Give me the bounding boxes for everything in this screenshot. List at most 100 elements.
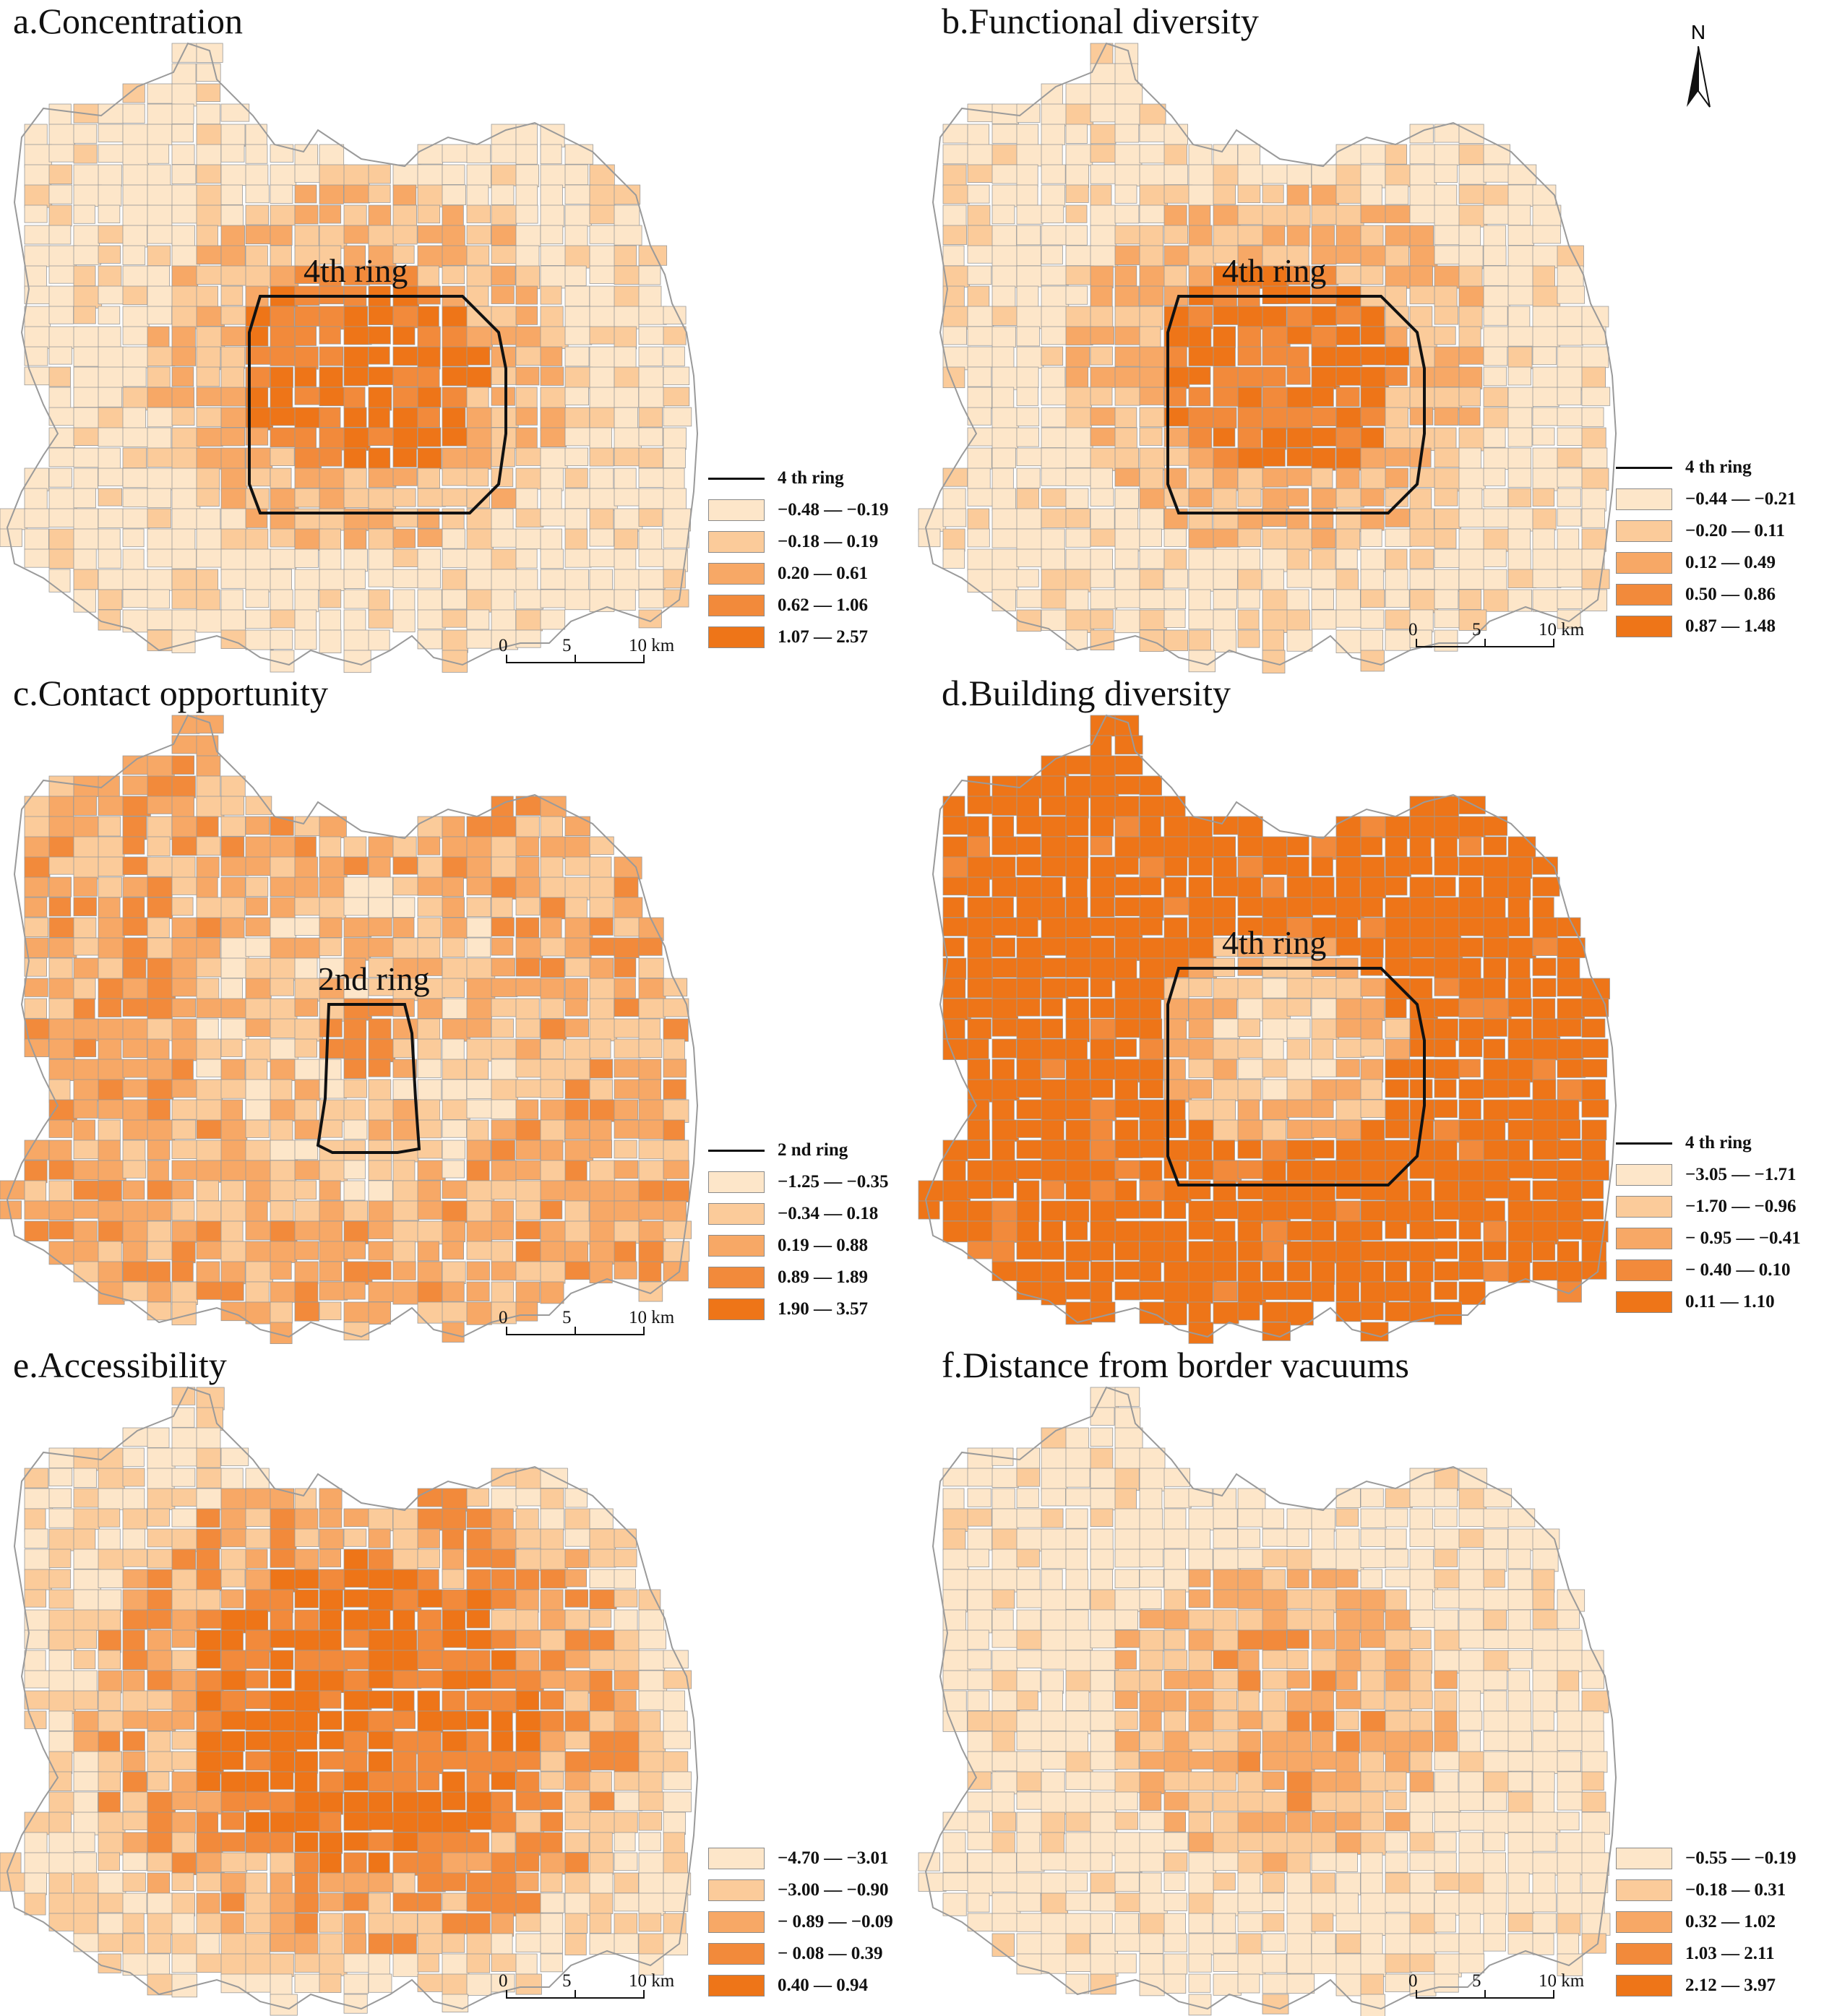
legend-swatch <box>1616 1911 1672 1933</box>
district-polygon <box>319 937 342 957</box>
district-polygon <box>1360 1119 1385 1141</box>
district-polygon <box>991 144 1020 165</box>
legend-label: 0.87 — 1.48 <box>1685 616 1776 636</box>
district-polygon <box>1360 816 1389 839</box>
district-polygon <box>1458 1690 1481 1714</box>
district-polygon <box>245 1852 267 1871</box>
district-polygon <box>515 407 538 426</box>
district-polygon <box>589 407 615 428</box>
district-polygon <box>1286 346 1309 369</box>
district-polygon <box>614 1832 636 1852</box>
district-polygon <box>1483 1488 1513 1508</box>
district-polygon <box>1016 1038 1042 1060</box>
district-polygon <box>1139 1852 1164 1872</box>
district-polygon <box>589 1180 618 1204</box>
district-polygon <box>1458 1892 1486 1915</box>
district-polygon <box>589 937 617 956</box>
district-polygon <box>1483 245 1507 266</box>
district-polygon <box>245 917 274 936</box>
district-polygon <box>122 184 150 206</box>
district-polygon <box>319 1812 342 1832</box>
district-polygon <box>564 1771 592 1791</box>
district-polygon <box>294 1670 320 1694</box>
district-polygon <box>122 1771 147 1795</box>
district-polygon <box>564 164 589 186</box>
district-polygon <box>638 1832 661 1851</box>
district-polygon <box>392 1913 418 1937</box>
district-polygon <box>1041 1038 1067 1061</box>
district-polygon <box>1139 144 1168 164</box>
district-polygon <box>171 164 197 185</box>
district-polygon <box>1237 1281 1266 1306</box>
district-polygon <box>1434 957 1460 980</box>
district-polygon <box>1335 447 1364 471</box>
district-polygon <box>343 1650 370 1670</box>
district-polygon <box>1139 245 1164 268</box>
district-polygon <box>1311 1140 1335 1159</box>
district-polygon <box>1090 856 1117 880</box>
district-polygon <box>1016 1488 1039 1508</box>
district-polygon <box>245 876 269 897</box>
district-polygon <box>294 589 319 613</box>
district-polygon <box>1409 1180 1432 1204</box>
district-polygon <box>1188 917 1213 941</box>
district-polygon <box>1090 184 1112 207</box>
district-polygon <box>368 1690 393 1709</box>
district-polygon <box>442 609 468 628</box>
district-polygon <box>1458 1953 1485 1973</box>
district-polygon <box>1262 1913 1285 1932</box>
district-polygon <box>1409 876 1434 898</box>
district-polygon <box>491 1079 518 1101</box>
district-polygon <box>466 1180 495 1202</box>
district-polygon <box>1581 1791 1606 1812</box>
district-polygon <box>1557 1629 1583 1652</box>
district-polygon <box>1090 468 1113 492</box>
district-polygon <box>24 1220 49 1242</box>
district-polygon <box>392 245 415 264</box>
district-polygon <box>1286 1832 1315 1853</box>
district-polygon <box>1434 1241 1458 1259</box>
district-polygon <box>442 1059 467 1080</box>
district-polygon <box>1163 1913 1186 1935</box>
district-polygon <box>1090 1710 1119 1731</box>
district-polygon <box>967 1508 992 1527</box>
district-polygon <box>1163 1812 1186 1832</box>
district-polygon <box>663 1220 692 1239</box>
district-polygon <box>1114 1933 1142 1952</box>
district-polygon <box>368 629 390 651</box>
district-polygon <box>24 1872 47 1895</box>
district-polygon <box>1213 528 1241 548</box>
district-polygon <box>171 144 195 165</box>
district-polygon <box>417 1241 440 1262</box>
district-polygon <box>368 1852 390 1875</box>
district-polygon <box>515 144 538 165</box>
district-polygon <box>343 1812 372 1831</box>
district-polygon <box>392 1569 421 1591</box>
district-polygon <box>98 1038 122 1060</box>
district-polygon <box>147 346 176 366</box>
district-polygon <box>98 1852 120 1871</box>
district-polygon <box>589 897 614 919</box>
district-polygon <box>319 1973 342 1993</box>
district-polygon <box>967 796 996 814</box>
district-polygon <box>343 1160 366 1180</box>
legend-swatch <box>1616 1228 1672 1249</box>
district-polygon <box>270 1180 297 1201</box>
district-polygon <box>245 609 272 629</box>
district-polygon <box>392 569 421 588</box>
district-polygon <box>1163 488 1192 507</box>
district-polygon <box>1016 897 1044 921</box>
district-polygon <box>73 407 100 431</box>
district-polygon <box>1434 917 1461 939</box>
district-polygon <box>171 468 199 491</box>
district-polygon <box>564 387 589 405</box>
district-polygon <box>73 1079 101 1102</box>
district-polygon <box>1409 836 1432 859</box>
district-polygon <box>220 508 248 530</box>
district-polygon <box>564 957 593 977</box>
district-polygon <box>1458 1261 1487 1280</box>
district-polygon <box>1360 306 1385 327</box>
district-polygon <box>638 1690 666 1710</box>
district-polygon <box>1016 957 1044 978</box>
district-polygon <box>343 427 371 451</box>
